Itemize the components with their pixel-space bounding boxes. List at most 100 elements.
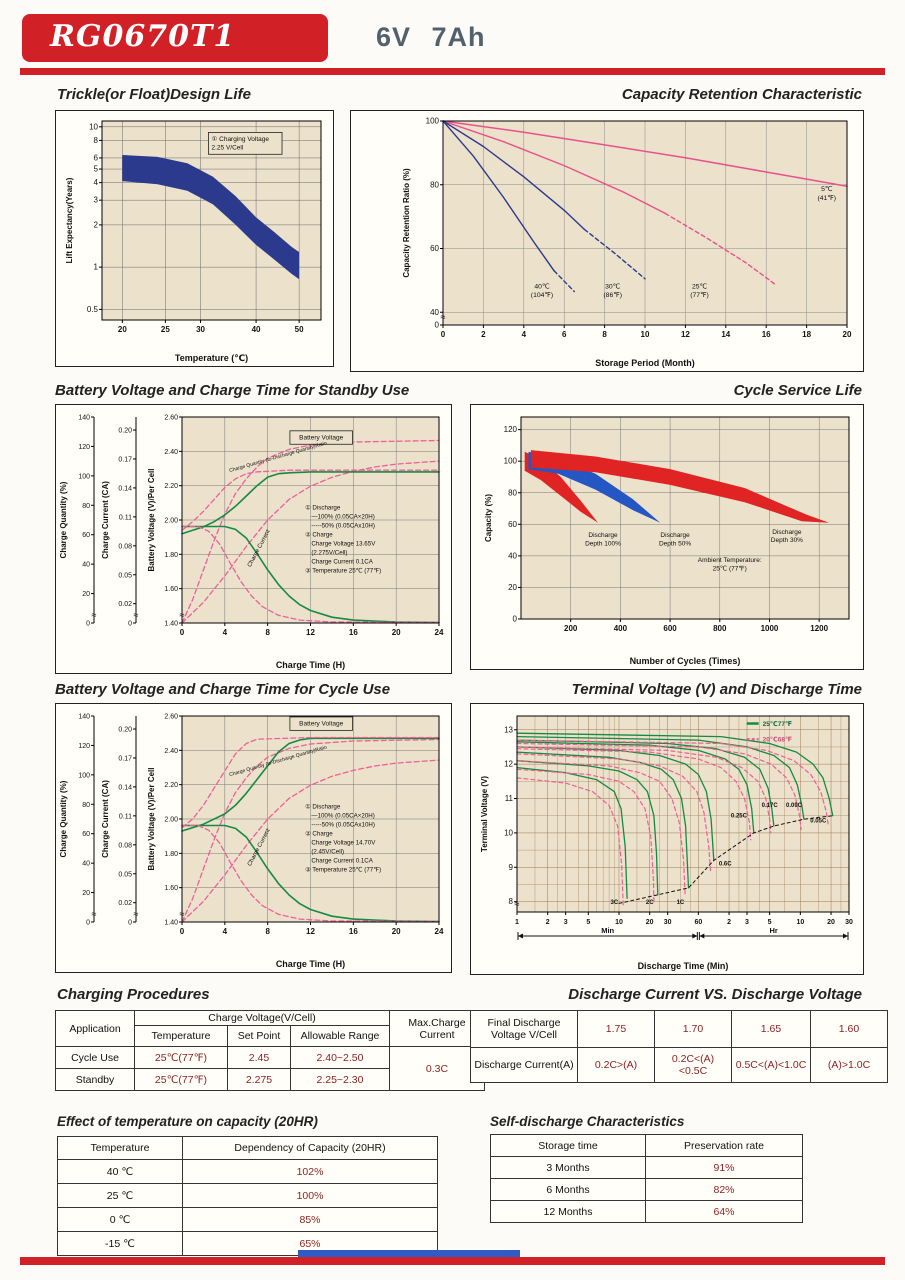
table-header-cell: Storage time xyxy=(490,1134,646,1157)
svg-text:Depth 30%: Depth 30% xyxy=(771,537,803,544)
table-header-cell: Charge Voltage(V/Cell) xyxy=(134,1010,390,1026)
svg-text:4: 4 xyxy=(223,927,228,936)
svg-text:0.02: 0.02 xyxy=(118,900,132,907)
table-cell: 0 ℃ xyxy=(57,1207,183,1232)
svg-text:20℃68℉: 20℃68℉ xyxy=(763,735,792,743)
svg-text:② Charge: ② Charge xyxy=(305,532,333,539)
svg-text:100: 100 xyxy=(78,772,90,779)
svg-text:2.00: 2.00 xyxy=(164,817,178,824)
svg-text:2.40: 2.40 xyxy=(164,449,178,456)
discharge-voltage-table: Final Discharge Voltage V/Cell 1.75 1.70… xyxy=(470,1010,888,1083)
table-cell: 12 Months xyxy=(490,1200,646,1223)
svg-text:80: 80 xyxy=(82,802,90,809)
svg-text:12: 12 xyxy=(306,927,315,936)
svg-text:1.60: 1.60 xyxy=(164,885,178,892)
terminal-voltage-chart: 13 12 11 10 9 8 ≈ Terminal Voltage (V) 1 2 3 5 10 20 3… xyxy=(470,703,864,975)
svg-text:1.80: 1.80 xyxy=(164,552,178,559)
table-row: Final Discharge Voltage V/Cell 1.75 1.70… xyxy=(470,1010,888,1048)
svg-text:100: 100 xyxy=(426,117,440,126)
svg-text:0.5: 0.5 xyxy=(87,305,99,314)
svg-text:80: 80 xyxy=(82,503,90,510)
svg-text:60: 60 xyxy=(82,532,90,539)
svg-text:1000: 1000 xyxy=(761,624,779,633)
svg-text:2: 2 xyxy=(727,919,731,926)
svg-text:0: 0 xyxy=(513,615,518,624)
table-row: Temperature Dependency of Capacity (20HR… xyxy=(57,1136,438,1160)
svg-text:60: 60 xyxy=(694,919,702,926)
svg-text:-----50% (0.05CAx10H): -----50% (0.05CAx10H) xyxy=(305,523,375,530)
table-row: Temperature Set Point Allowable Range xyxy=(56,1025,485,1047)
svg-text:0: 0 xyxy=(180,628,185,637)
svg-text:4: 4 xyxy=(94,178,99,187)
svg-text:2.60: 2.60 xyxy=(164,415,178,422)
svg-text:2.60: 2.60 xyxy=(164,714,178,721)
svg-text:0.08: 0.08 xyxy=(118,543,132,550)
svg-text:Charge Time (H): Charge Time (H) xyxy=(276,660,345,670)
svg-text:10: 10 xyxy=(89,122,98,131)
svg-text:0: 0 xyxy=(128,621,132,628)
table-row: 6 Months 82% xyxy=(490,1178,803,1201)
svg-text:Lift Expectancy(Years): Lift Expectancy(Years) xyxy=(65,177,74,263)
cycle-service-life-chart: 120 100 80 60 40 20 0 Capacity (%) 200 400 600 800 1… xyxy=(470,404,864,670)
svg-text:40: 40 xyxy=(82,861,90,868)
svg-text:Battery Voltage: Battery Voltage xyxy=(299,434,343,441)
svg-text:≈: ≈ xyxy=(441,312,446,322)
section-title-cycle-charge: Battery Voltage and Charge Time for Cycl… xyxy=(55,681,391,698)
svg-text:16: 16 xyxy=(762,330,771,339)
table-cell: 1.65 xyxy=(731,1010,811,1048)
svg-text:6: 6 xyxy=(562,330,567,339)
svg-text:Charge Current 0.1CA: Charge Current 0.1CA xyxy=(305,559,374,566)
svg-text:① Discharge: ① Discharge xyxy=(305,505,341,512)
svg-text:1.40: 1.40 xyxy=(164,920,178,927)
svg-text:120: 120 xyxy=(78,743,90,750)
svg-text:4: 4 xyxy=(522,330,527,339)
table-cell: 0.3C xyxy=(389,1046,485,1091)
svg-text:8: 8 xyxy=(265,927,270,936)
svg-text:0: 0 xyxy=(128,920,132,927)
svg-text:2.20: 2.20 xyxy=(164,782,178,789)
svg-text:40: 40 xyxy=(252,325,261,334)
svg-text:3: 3 xyxy=(564,919,568,926)
svg-text:10: 10 xyxy=(796,919,804,926)
svg-text:≈: ≈ xyxy=(92,909,97,919)
svg-text:20: 20 xyxy=(82,591,90,598)
svg-text:Ambient Temperature:: Ambient Temperature: xyxy=(698,557,762,564)
svg-text:100: 100 xyxy=(78,473,90,480)
svg-text:10: 10 xyxy=(504,828,513,837)
svg-text:1200: 1200 xyxy=(810,624,828,633)
svg-text:(2.275V/Cell): (2.275V/Cell) xyxy=(305,550,347,557)
table-row: 3 Months 91% xyxy=(490,1156,803,1179)
svg-text:30: 30 xyxy=(845,919,853,926)
svg-text:5: 5 xyxy=(768,919,772,926)
table-cell: 102% xyxy=(182,1159,438,1184)
table-cell: 25℃(77℉) xyxy=(134,1068,228,1091)
svg-text:800: 800 xyxy=(713,624,727,633)
svg-text:(77℉): (77℉) xyxy=(690,291,709,299)
svg-text:0.09C: 0.09C xyxy=(786,803,803,809)
svg-text:20: 20 xyxy=(843,330,852,339)
svg-text:140: 140 xyxy=(78,415,90,422)
model-number: RG0670T1 xyxy=(50,19,236,54)
svg-text:0.14: 0.14 xyxy=(118,784,132,791)
svg-text:(86℉): (86℉) xyxy=(603,291,622,299)
svg-text:40: 40 xyxy=(82,562,90,569)
table-header-cell: Temperature xyxy=(134,1025,228,1047)
table-header-cell: Allowable Range xyxy=(290,1025,390,1047)
svg-text:10: 10 xyxy=(641,330,650,339)
table-header-cell: Preservation rate xyxy=(645,1134,803,1157)
table-cell: 100% xyxy=(182,1183,438,1208)
svg-text:20: 20 xyxy=(392,927,401,936)
svg-text:0.17C: 0.17C xyxy=(762,803,779,809)
table-cell: 1.60 xyxy=(810,1010,888,1048)
svg-text:1: 1 xyxy=(94,263,99,272)
svg-text:2: 2 xyxy=(94,220,99,229)
svg-text:Battery Voltage (V)/Per Cell: Battery Voltage (V)/Per Cell xyxy=(147,768,156,871)
table-header-cell: Max.Charge Current xyxy=(389,1010,485,1047)
table-row: Application Charge Voltage(V/Cell) Max.C… xyxy=(55,1010,485,1047)
table-cell: 0.2C<(A)<0.5C xyxy=(654,1047,732,1083)
temperature-capacity-table: Temperature Dependency of Capacity (20HR… xyxy=(57,1136,438,1256)
table-row: Storage time Preservation rate xyxy=(490,1134,803,1157)
table-row: 12 Months 64% xyxy=(490,1200,803,1223)
svg-text:≈: ≈ xyxy=(134,610,139,620)
standby-charge-chart: 2.60 2.40 2.20 2.00 1.80 1.60 1.40 ≈ Battery Vol… xyxy=(55,404,452,674)
